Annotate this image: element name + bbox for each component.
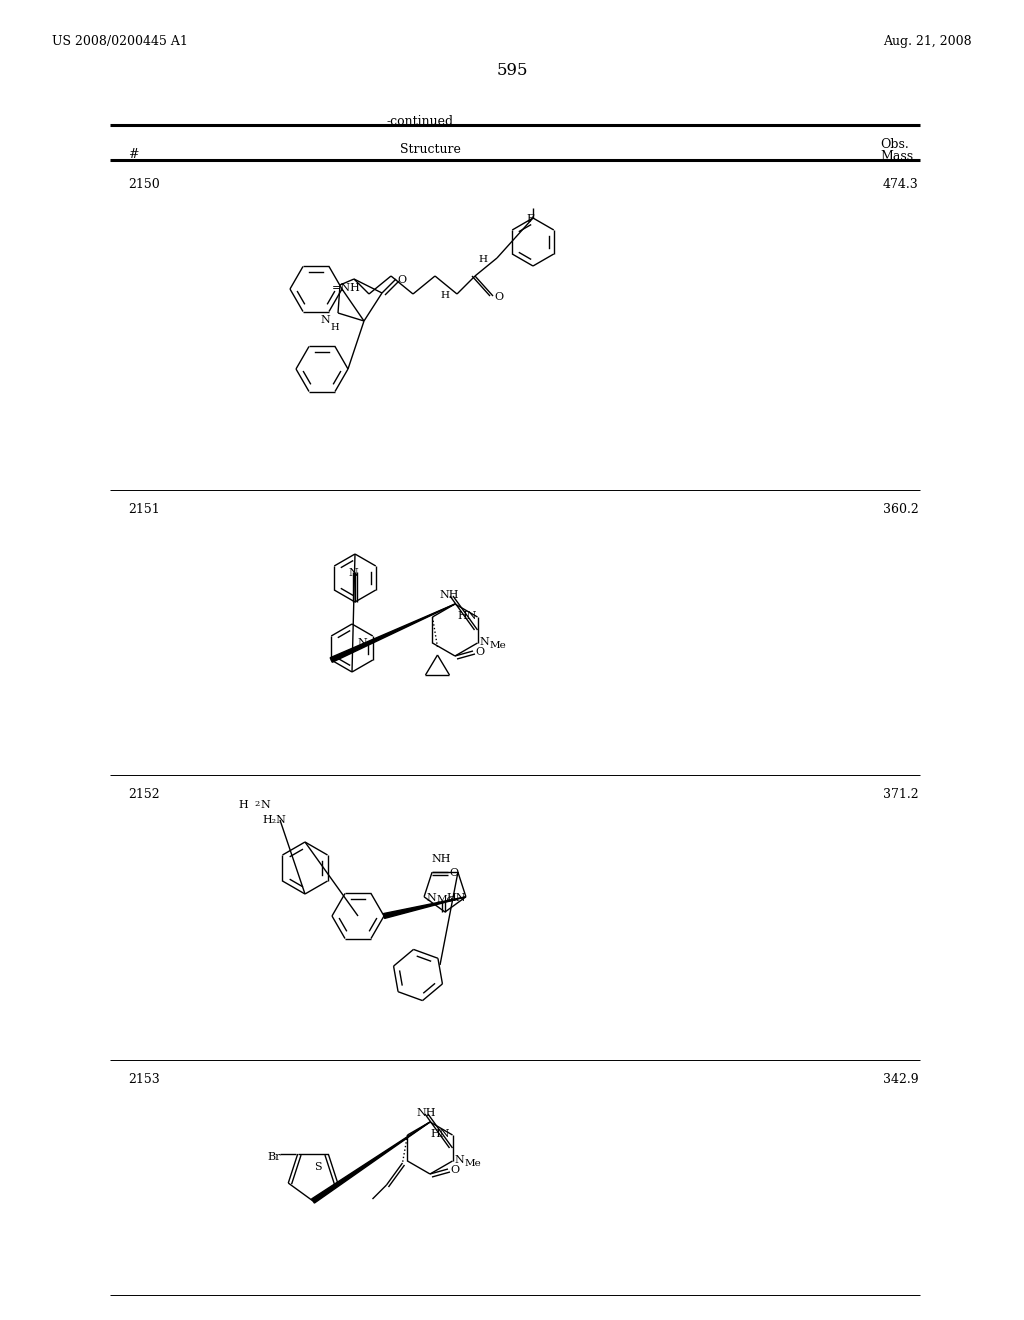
Text: 595: 595 (497, 62, 527, 79)
Text: F: F (526, 214, 534, 224)
Text: N: N (426, 892, 436, 903)
Text: HN: HN (458, 611, 477, 620)
Text: NH: NH (439, 590, 459, 601)
Text: Mass: Mass (880, 150, 913, 162)
Text: O: O (494, 292, 503, 302)
Text: Structure: Structure (399, 143, 461, 156)
Text: 360.2: 360.2 (883, 503, 919, 516)
Polygon shape (311, 1122, 430, 1203)
Text: N: N (455, 1155, 464, 1166)
Text: -continued: -continued (386, 115, 454, 128)
Text: H: H (440, 290, 450, 300)
Text: O: O (450, 869, 458, 878)
Polygon shape (330, 605, 455, 663)
Text: 2153: 2153 (128, 1073, 160, 1086)
Text: O: O (397, 275, 407, 285)
Text: S: S (314, 1162, 323, 1172)
Text: 2152: 2152 (128, 788, 160, 801)
Text: O: O (475, 647, 484, 657)
Text: HN: HN (445, 892, 466, 903)
Text: H₂N: H₂N (262, 814, 286, 825)
Text: H: H (478, 255, 487, 264)
Text: 2: 2 (254, 800, 259, 808)
Text: #: # (128, 148, 138, 161)
Text: US 2008/0200445 A1: US 2008/0200445 A1 (52, 36, 187, 48)
Text: 2150: 2150 (128, 178, 160, 191)
Text: =NH: =NH (332, 282, 360, 293)
Text: HN: HN (430, 1129, 450, 1139)
Text: 342.9: 342.9 (883, 1073, 919, 1086)
Text: 2151: 2151 (128, 503, 160, 516)
Text: 474.3: 474.3 (883, 178, 919, 191)
Text: N: N (348, 568, 357, 578)
Text: NH: NH (431, 854, 451, 865)
Text: H: H (330, 323, 339, 333)
Text: N: N (319, 315, 330, 325)
Text: O: O (450, 1166, 459, 1175)
Text: H: H (239, 800, 248, 810)
Text: 371.2: 371.2 (883, 788, 919, 801)
Text: Me: Me (465, 1159, 481, 1168)
Text: Me: Me (489, 642, 506, 649)
Text: NH: NH (416, 1107, 436, 1118)
Text: N: N (358, 638, 368, 648)
Text: Br: Br (267, 1152, 282, 1162)
Text: N: N (260, 800, 269, 810)
Text: Obs.: Obs. (880, 139, 908, 150)
Polygon shape (383, 896, 466, 919)
Text: Me: Me (436, 895, 453, 904)
Text: Aug. 21, 2008: Aug. 21, 2008 (884, 36, 972, 48)
Text: N: N (479, 638, 489, 647)
